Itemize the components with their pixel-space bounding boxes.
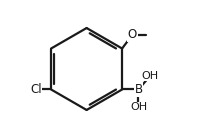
Text: O: O: [128, 28, 137, 41]
Text: B: B: [135, 83, 143, 96]
Text: Cl: Cl: [30, 83, 42, 96]
Text: OH: OH: [130, 102, 147, 112]
Text: OH: OH: [142, 71, 159, 81]
